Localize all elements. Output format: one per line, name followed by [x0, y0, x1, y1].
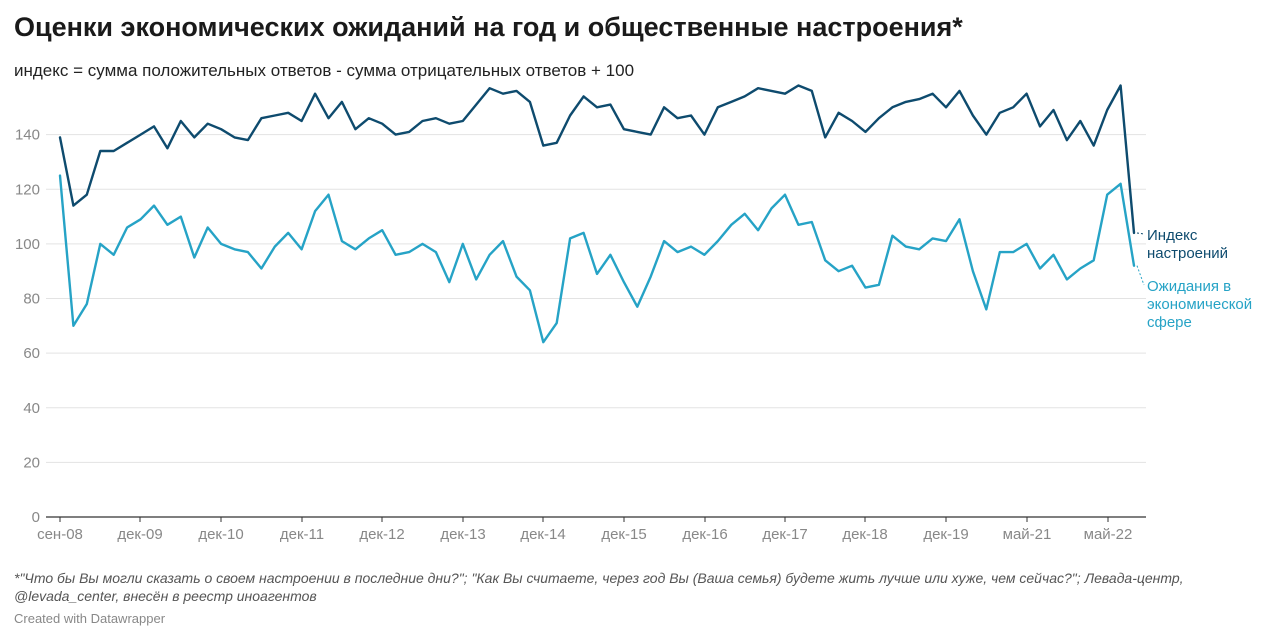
x-tick-label: дек-12 — [359, 526, 404, 543]
y-tick-label: 80 — [23, 291, 40, 308]
chart-subtitle: индекс = сумма положительных ответов - с… — [14, 61, 635, 80]
x-tick-label: сен-08 — [37, 526, 83, 543]
x-tick-label: май-22 — [1084, 526, 1133, 543]
x-tick-label: май-21 — [1003, 526, 1052, 543]
x-tick-label: дек-19 — [923, 526, 968, 543]
y-tick-label: 60 — [23, 345, 40, 362]
economic-expectations-line — [58, 174, 1136, 344]
x-tick-label: дек-11 — [280, 526, 324, 543]
x-tick-label: дек-10 — [198, 526, 243, 543]
economic-expectations-label: Ожидания в экономической сфере — [1147, 278, 1252, 331]
x-tick-label: дек-14 — [520, 526, 565, 543]
mood-index-line — [58, 84, 1136, 235]
footnote: *"Что бы Вы могли сказать о своем настро… — [14, 570, 1184, 604]
chart-title: Оценки экономических ожиданий на год и о… — [14, 12, 963, 42]
credit-link[interactable]: Created with Datawrapper — [14, 611, 166, 626]
x-tick-label: дек-18 — [842, 526, 887, 543]
x-tick-label: дек-13 — [440, 526, 485, 543]
label-leader — [1136, 232, 1145, 235]
x-tick-label: дек-17 — [762, 526, 807, 543]
label-leader — [1136, 265, 1145, 286]
x-tick-label: дек-15 — [601, 526, 646, 543]
y-tick-label: 100 — [15, 236, 40, 253]
x-tick-label: дек-09 — [117, 526, 162, 543]
y-tick-label: 0 — [32, 509, 40, 526]
y-tick-label: 20 — [23, 454, 40, 471]
x-tick-label: дек-16 — [682, 526, 727, 543]
mood-index-label: Индекс настроений — [1147, 227, 1228, 262]
y-tick-label: 120 — [15, 181, 40, 198]
y-tick-label: 140 — [15, 127, 40, 144]
y-tick-label: 40 — [23, 400, 40, 417]
